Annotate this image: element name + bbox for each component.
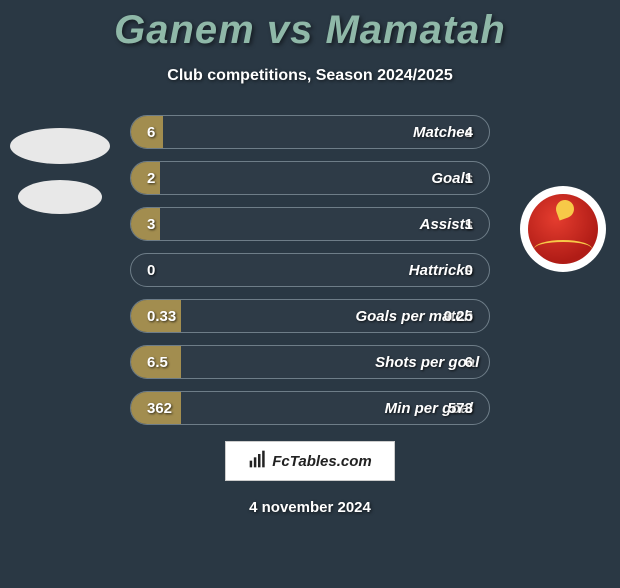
stat-value-left: 0	[147, 262, 155, 279]
stat-value-right: 573	[448, 400, 473, 417]
stat-value-right: 1	[465, 170, 473, 187]
stat-value-right: 0.25	[444, 308, 473, 325]
chart-bars-icon	[248, 449, 268, 474]
stat-value-right: 4	[465, 124, 473, 141]
stat-row: 362Min per goal573	[130, 391, 490, 425]
footer-date: 4 november 2024	[0, 499, 620, 516]
stat-row: 6.5 Shots per goal6	[130, 345, 490, 379]
stat-value-right: 0	[465, 262, 473, 279]
stat-value-left: 6.5	[147, 354, 168, 371]
stat-row: 0.33Goals per match0.25	[130, 299, 490, 333]
stat-value-left: 0.33	[147, 308, 176, 325]
stat-value-left: 362	[147, 400, 172, 417]
stat-label: Hattricks	[409, 262, 473, 279]
page-subtitle: Club competitions, Season 2024/2025	[0, 67, 620, 85]
stat-value-right: 6	[465, 354, 473, 371]
stat-row: 6Matches4	[130, 115, 490, 149]
stat-row: 2Goals1	[130, 161, 490, 195]
brand-footer[interactable]: FcTables.com	[225, 441, 395, 481]
stats-container: 6Matches42Goals13Assists10Hattricks00.33…	[0, 115, 620, 425]
stat-value-left: 6	[147, 124, 155, 141]
stat-row: 3Assists1	[130, 207, 490, 241]
stat-row: 0Hattricks0	[130, 253, 490, 287]
brand-text: FcTables.com	[272, 453, 371, 470]
stat-label: Shots per goal	[375, 354, 479, 371]
stat-value-right: 1	[465, 216, 473, 233]
page-title: Ganem vs Mamatah	[0, 8, 620, 53]
stat-value-left: 3	[147, 216, 155, 233]
stat-value-left: 2	[147, 170, 155, 187]
